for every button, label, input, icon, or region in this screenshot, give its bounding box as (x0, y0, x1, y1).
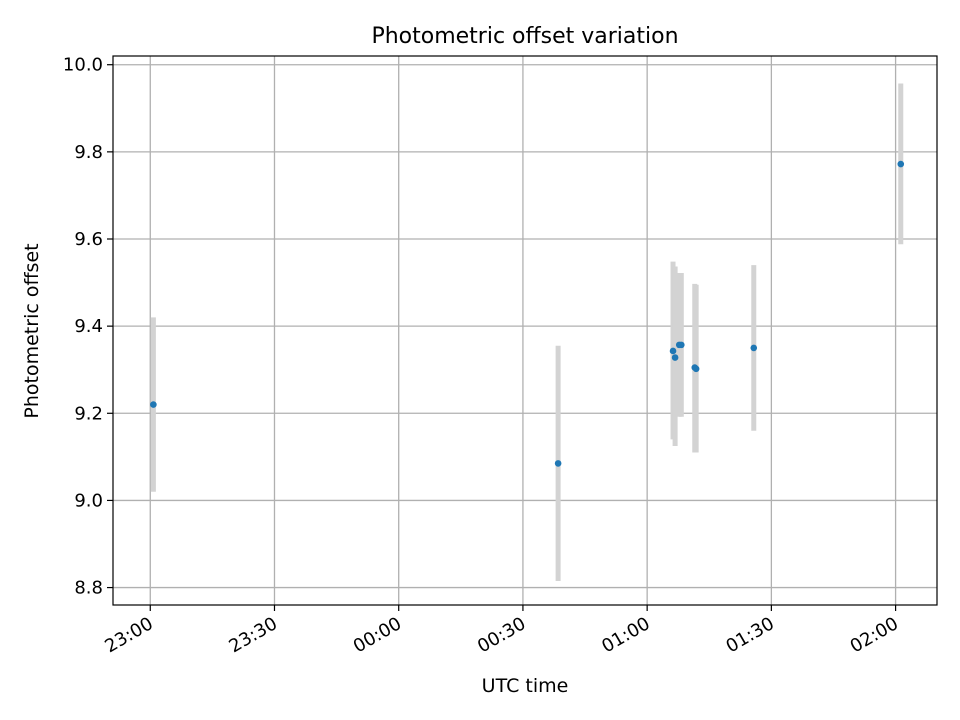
data-point (897, 160, 905, 168)
data-point (671, 354, 679, 361)
x-tick-label: 00:30 (474, 613, 529, 657)
y-axis-ticks: 8.8 9.0 9.2 9.4 9.6 9.8 10.0 (63, 55, 113, 599)
y-tick-label: 9.8 (74, 142, 103, 163)
plot-frame (112, 55, 938, 606)
x-tick-label: 02:00 (847, 613, 902, 657)
data-points (150, 160, 905, 467)
x-tick-label: 23:00 (101, 613, 156, 657)
data-point (692, 365, 700, 373)
x-tick-label: 00:00 (350, 613, 405, 657)
data-point (750, 344, 758, 352)
x-axis-ticks: 23:00 23:30 00:00 00:30 01:00 01:30 02:00 (101, 605, 902, 657)
chart-title: Photometric offset variation (371, 24, 678, 49)
y-tick-label: 8.8 (74, 578, 103, 599)
y-tick-label: 9.0 (74, 490, 103, 511)
data-point (150, 401, 157, 408)
data-point (678, 341, 685, 349)
x-tick-label: 01:30 (722, 613, 777, 657)
errorbars (150, 83, 904, 582)
y-axis-label: Photometric offset (21, 243, 43, 418)
y-tick-label: 9.2 (74, 403, 103, 424)
x-tick-label: 23:30 (226, 613, 281, 657)
data-point (554, 460, 562, 467)
y-tick-label: 10.0 (63, 55, 103, 76)
data-point (669, 347, 677, 355)
x-tick-label: 01:00 (598, 613, 653, 657)
y-tick-label: 9.4 (74, 316, 103, 337)
x-axis-label: UTC time (482, 675, 569, 697)
y-tick-label: 9.6 (74, 229, 103, 250)
grid (113, 56, 937, 605)
